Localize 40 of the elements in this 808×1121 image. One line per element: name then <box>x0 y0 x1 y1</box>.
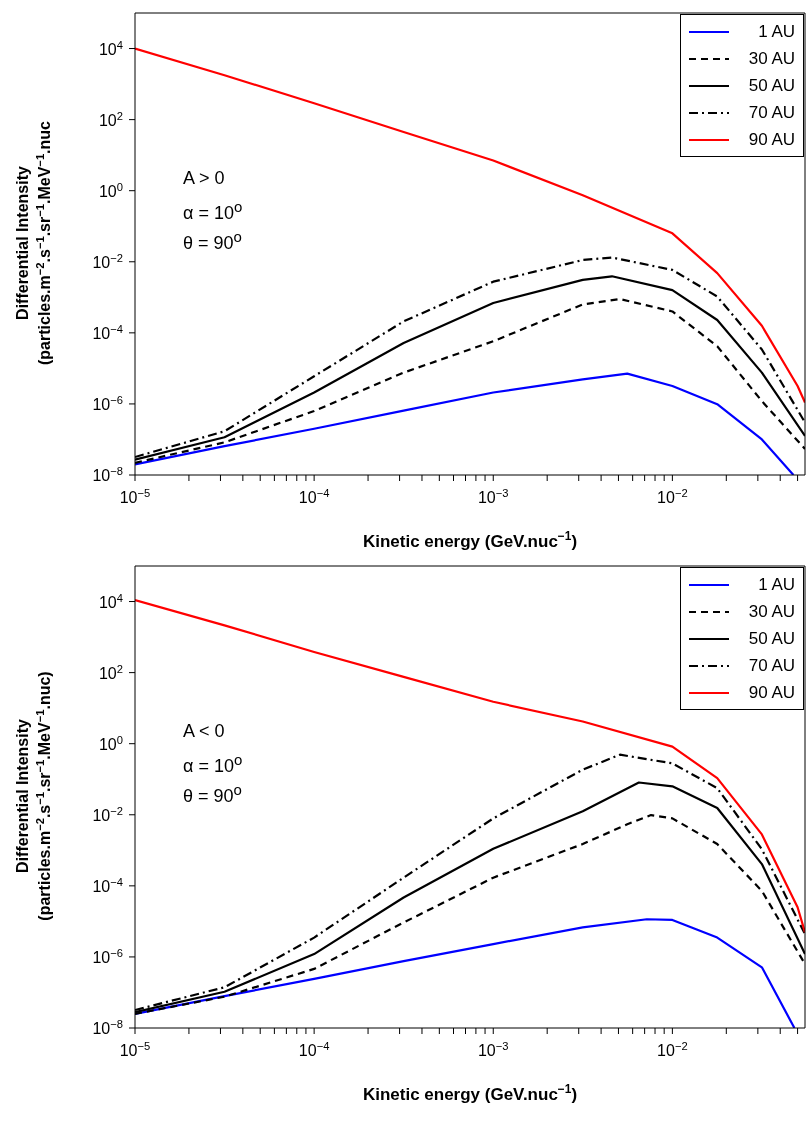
x-tick-label: 10$^{−5}$ <box>119 1040 151 1059</box>
x-tick-label: 10$^{−4}$ <box>298 487 330 506</box>
y-tick-label: 10$^{−4}$ <box>92 322 123 342</box>
y-tick-label: 10$^{−6}$ <box>92 393 123 413</box>
legend-label: 70 AU <box>747 102 795 123</box>
y-tick-label: 10$^{−6}$ <box>92 946 123 966</box>
y-tick-label: 10$^{2}$ <box>98 662 123 682</box>
y-tick-label: 10$^{−4}$ <box>92 875 123 895</box>
y-tick-label: 10$^{−2}$ <box>92 251 123 271</box>
y-tick-label: 10$^{0}$ <box>98 180 123 200</box>
annotation: α = 10$^{o}$ <box>183 198 243 224</box>
x-tick-label: 10$^{−2}$ <box>657 487 688 506</box>
legend-label: 30 AU <box>747 48 795 69</box>
annotation: θ = 90$^{o}$ <box>183 781 242 807</box>
y-tick-label: 10$^{4}$ <box>98 38 123 58</box>
y-tick-label: 10$^{4}$ <box>98 591 123 611</box>
y-tick-label: 10$^{−8}$ <box>92 1018 123 1037</box>
legend-label: 50 AU <box>747 75 795 96</box>
annotation: A < 0 <box>183 721 225 742</box>
annotation: α = 10$^{o}$ <box>183 751 243 777</box>
legend-label: 90 AU <box>747 682 795 703</box>
legend-label: 1 AU <box>757 574 795 595</box>
legend-label: 30 AU <box>747 601 795 622</box>
y-tick-label: 10$^{−8}$ <box>92 465 123 484</box>
x-axis-title: Kinetic energy (GeV.nuc$^{−1}$) <box>362 529 578 551</box>
x-tick-label: 10$^{−2}$ <box>657 1040 688 1059</box>
x-tick-label: 10$^{−4}$ <box>298 1040 330 1059</box>
legend-label: 70 AU <box>747 655 795 676</box>
legend-label: 90 AU <box>747 129 795 150</box>
y-tick-label: 10$^{0}$ <box>98 733 123 753</box>
x-tick-label: 10$^{−5}$ <box>119 487 151 506</box>
y-tick-label: 10$^{2}$ <box>98 109 123 129</box>
y-tick-label: 10$^{−2}$ <box>92 804 123 824</box>
legend-label: 1 AU <box>757 21 795 42</box>
x-axis-title: Kinetic energy (GeV.nuc$^{−1}$) <box>362 1082 578 1104</box>
x-tick-label: 10$^{−3}$ <box>477 1040 509 1059</box>
x-tick-label: 10$^{−3}$ <box>477 487 509 506</box>
legend-label: 50 AU <box>747 628 795 649</box>
annotation: A > 0 <box>183 168 225 189</box>
annotation: θ = 90$^{o}$ <box>183 228 242 254</box>
